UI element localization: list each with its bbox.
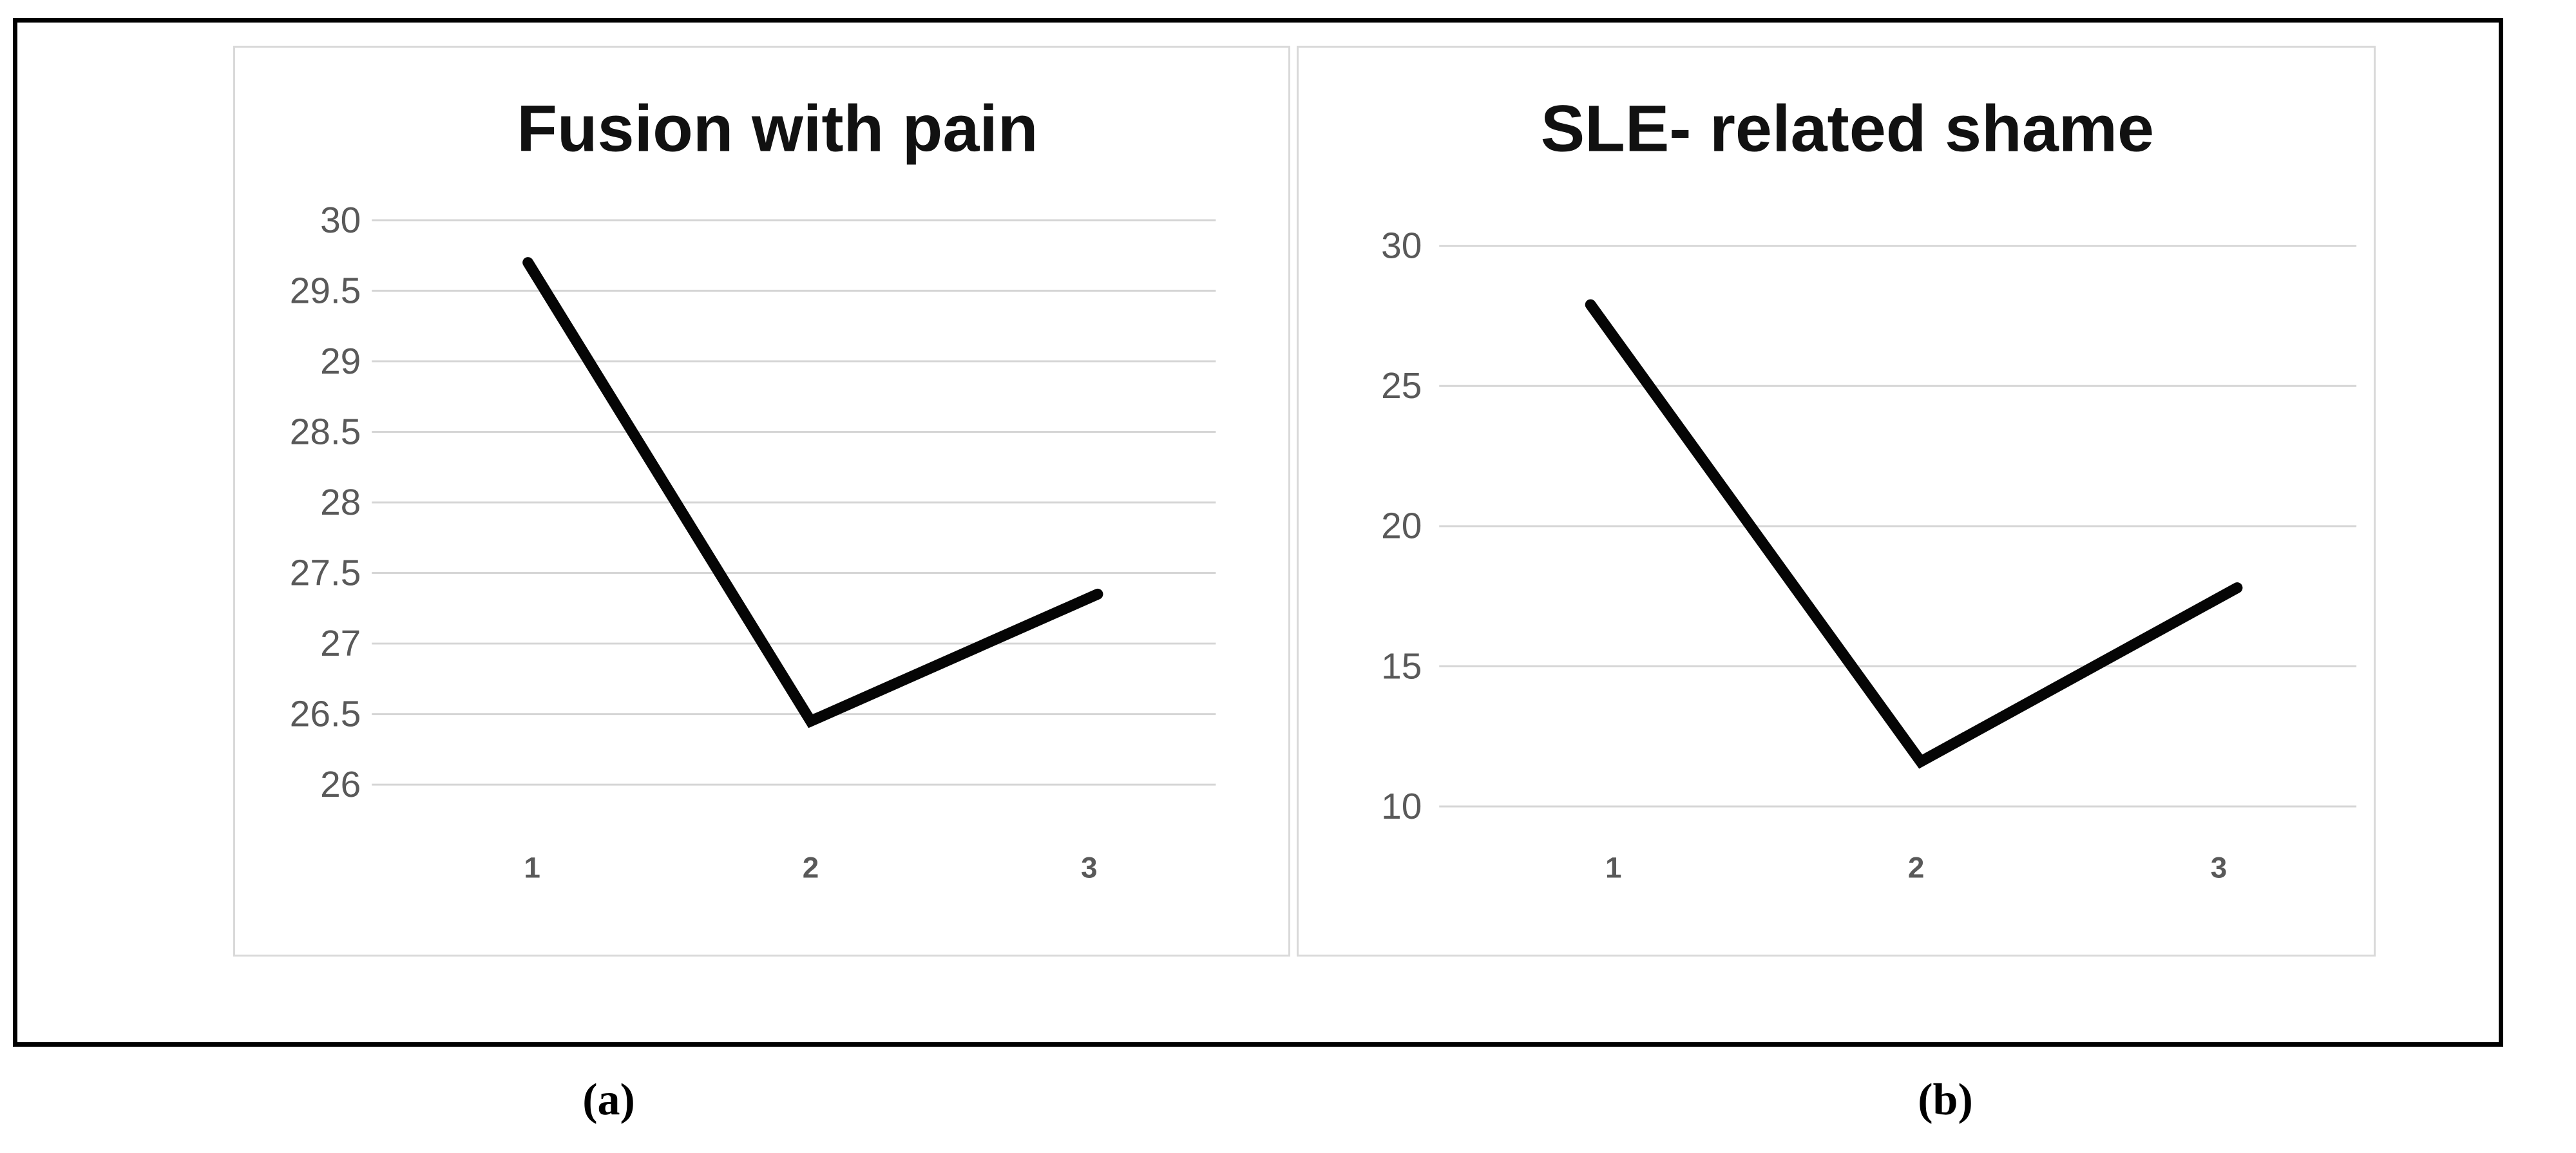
y-tick-label: 25 — [1381, 366, 1422, 406]
y-tick-label: 28.5 — [290, 412, 361, 452]
figure-frame: 30 29.5 29 28.5 28 27.5 27 26.5 26 1 2 3 Fusion wi… — [13, 18, 2503, 1047]
chart-title: Fusion with pain — [517, 91, 1038, 165]
y-tick-label: 26.5 — [290, 694, 361, 735]
y-tick-label: 29 — [320, 341, 361, 382]
gridlines — [1439, 245, 2357, 808]
y-tick-label: 15 — [1381, 646, 1422, 687]
y-tick-label: 29.5 — [290, 271, 361, 311]
subfigure-label-a: (a) — [582, 1075, 635, 1125]
gridlines — [372, 219, 1216, 786]
y-axis-tick-labels: 30 25 20 15 10 — [1381, 226, 1422, 827]
y-tick-label: 30 — [320, 200, 361, 241]
line-chart-sle-related-shame: 30 25 20 15 10 1 2 3 SLE- related shame — [1381, 91, 2357, 884]
y-tick-label: 27 — [320, 624, 361, 664]
y-tick-label: 20 — [1381, 506, 1422, 547]
y-tick-label: 26 — [320, 765, 361, 805]
y-tick-label: 10 — [1381, 786, 1422, 827]
chart-panel-a: 30 29.5 29 28.5 28 27.5 27 26.5 26 1 2 3 Fusion wi… — [233, 46, 1290, 957]
x-tick-label: 1 — [524, 852, 540, 884]
x-tick-label: 2 — [1908, 852, 1924, 884]
chart-panel-b: 30 25 20 15 10 1 2 3 SLE- related shame — [1297, 46, 2376, 957]
x-tick-label: 3 — [2211, 852, 2227, 884]
x-axis-tick-labels: 1 2 3 — [1605, 852, 2227, 884]
x-tick-label: 2 — [803, 852, 819, 884]
data-line — [522, 257, 1103, 729]
subfigure-label-b: (b) — [1918, 1075, 1973, 1125]
y-tick-label: 30 — [1381, 226, 1422, 267]
x-axis-tick-labels: 1 2 3 — [524, 852, 1097, 884]
x-tick-label: 3 — [1081, 852, 1097, 884]
y-axis-tick-labels: 30 29.5 29 28.5 28 27.5 27 26.5 26 — [290, 200, 361, 805]
data-line — [1585, 299, 2243, 769]
y-tick-label: 27.5 — [290, 553, 361, 593]
y-tick-label: 28 — [320, 482, 361, 523]
chart-title: SLE- related shame — [1541, 91, 2154, 165]
x-tick-label: 1 — [1605, 852, 1621, 884]
line-chart-fusion-with-pain: 30 29.5 29 28.5 28 27.5 27 26.5 26 1 2 3 Fusion wi… — [290, 91, 1216, 884]
